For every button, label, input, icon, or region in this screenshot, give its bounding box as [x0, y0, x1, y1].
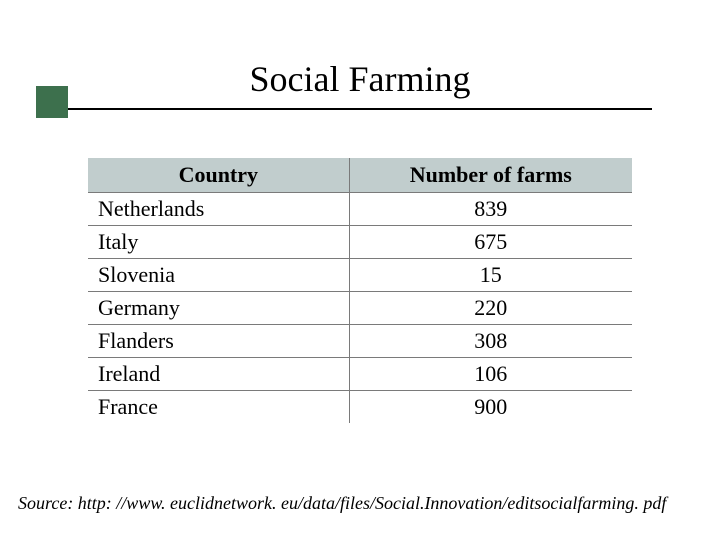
table-header-row: Country Number of farms [88, 158, 632, 193]
table-row: Flanders 308 [88, 325, 632, 358]
cell-farms: 675 [349, 226, 632, 259]
title-bullet-icon [36, 86, 68, 118]
cell-farms: 308 [349, 325, 632, 358]
title-area: Social Farming [0, 0, 720, 110]
cell-farms: 15 [349, 259, 632, 292]
table-row: Netherlands 839 [88, 193, 632, 226]
page-title: Social Farming [60, 58, 660, 108]
cell-country: Italy [88, 226, 349, 259]
table-row: Italy 675 [88, 226, 632, 259]
cell-farms: 900 [349, 391, 632, 424]
table-row: France 900 [88, 391, 632, 424]
title-underline [68, 108, 652, 110]
table-row: Slovenia 15 [88, 259, 632, 292]
column-header-farms: Number of farms [349, 158, 632, 193]
farming-table-container: Country Number of farms Netherlands 839 … [88, 158, 632, 423]
farming-table: Country Number of farms Netherlands 839 … [88, 158, 632, 423]
cell-farms: 106 [349, 358, 632, 391]
cell-country: France [88, 391, 349, 424]
cell-country: Netherlands [88, 193, 349, 226]
column-header-country: Country [88, 158, 349, 193]
cell-country: Flanders [88, 325, 349, 358]
cell-farms: 839 [349, 193, 632, 226]
table-body: Netherlands 839 Italy 675 Slovenia 15 Ge… [88, 193, 632, 424]
cell-country: Ireland [88, 358, 349, 391]
source-citation: Source: http: //www. euclidnetwork. eu/d… [0, 493, 720, 514]
table-row: Germany 220 [88, 292, 632, 325]
cell-country: Germany [88, 292, 349, 325]
cell-country: Slovenia [88, 259, 349, 292]
cell-farms: 220 [349, 292, 632, 325]
table-row: Ireland 106 [88, 358, 632, 391]
